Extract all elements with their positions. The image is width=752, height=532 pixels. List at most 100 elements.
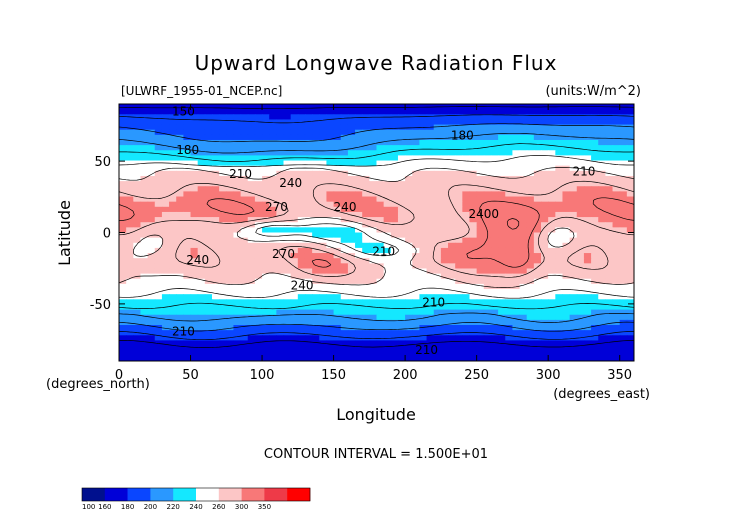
field-cell — [183, 114, 192, 121]
field-cell — [169, 355, 177, 361]
field-cell — [555, 309, 564, 316]
field-cell — [262, 247, 270, 254]
field-cell — [340, 201, 349, 208]
field-cell — [183, 268, 192, 275]
field-cell — [262, 319, 270, 326]
field-cell — [397, 319, 406, 326]
field-cell — [441, 361, 449, 367]
field-cell — [190, 253, 199, 259]
field-cell — [247, 350, 256, 357]
field-cell — [476, 109, 485, 115]
field-cell — [211, 268, 220, 275]
field-cell — [133, 247, 142, 254]
field-cell — [548, 247, 556, 254]
field-cell — [269, 175, 277, 182]
field-cell — [591, 160, 599, 167]
field-cell — [433, 160, 442, 167]
field-cell — [161, 186, 170, 192]
field-cell — [119, 335, 127, 342]
field-cell — [362, 355, 370, 361]
field-cell — [126, 186, 134, 192]
field-cell — [369, 345, 378, 352]
field-cell — [262, 232, 270, 239]
field-cell — [412, 201, 421, 208]
field-cell — [541, 309, 549, 316]
field-cell — [569, 124, 578, 131]
field-cell — [161, 175, 170, 182]
field-cell — [183, 309, 192, 316]
field-cell — [490, 340, 499, 347]
field-cell — [340, 170, 349, 177]
field-cell — [583, 345, 592, 352]
field-cell — [397, 289, 406, 295]
field-cell — [297, 294, 306, 300]
field-cell — [490, 335, 499, 342]
field-cell — [276, 283, 285, 290]
field-cell — [412, 304, 421, 311]
field-cell — [355, 299, 363, 306]
field-cell — [505, 175, 513, 182]
field-cell — [140, 196, 149, 203]
field-cell — [412, 258, 421, 264]
field-cell — [219, 319, 227, 326]
field-cell — [555, 232, 564, 239]
field-cell — [526, 340, 535, 347]
field-cell — [576, 355, 585, 361]
field-cell — [448, 201, 456, 208]
field-cell — [312, 237, 320, 244]
field-cell — [276, 139, 285, 146]
field-cell — [297, 335, 306, 342]
field-cell — [612, 340, 621, 347]
field-cell — [169, 129, 177, 136]
field-cell — [355, 247, 363, 254]
field-cell — [376, 330, 385, 336]
field-cell — [211, 278, 220, 285]
field-cell — [526, 129, 535, 136]
field-cell — [240, 196, 249, 203]
field-cell — [161, 247, 170, 254]
field-cell — [476, 150, 485, 156]
field-cell — [197, 160, 206, 167]
field-cell — [312, 325, 320, 331]
field-cell — [390, 247, 399, 254]
field-cell — [391, 361, 399, 367]
field-cell — [169, 155, 177, 162]
field-cell — [448, 319, 456, 326]
field-cell — [269, 242, 277, 249]
field-cell — [490, 145, 499, 151]
field-cell — [583, 181, 592, 187]
field-cell — [419, 319, 428, 326]
field-cell — [505, 170, 513, 177]
field-cell — [376, 211, 385, 218]
field-cell — [304, 355, 313, 361]
field-cell — [533, 114, 542, 121]
field-cell — [133, 289, 142, 295]
field-cell — [483, 217, 492, 223]
field-cell — [426, 247, 435, 254]
field-cell — [197, 294, 206, 300]
field-cell — [190, 150, 199, 156]
contour-label: 210 — [422, 296, 445, 310]
field-cell — [226, 165, 235, 172]
field-cell — [405, 361, 413, 367]
field-cell — [419, 294, 428, 300]
field-cell — [526, 186, 535, 192]
field-cell — [519, 181, 528, 187]
field-cell — [269, 104, 277, 110]
field-cell — [469, 186, 478, 192]
field-cell — [591, 258, 599, 264]
field-cell — [520, 361, 528, 367]
field-cell — [462, 150, 471, 156]
field-cell — [448, 299, 456, 306]
field-cell — [576, 289, 585, 295]
field-cell — [433, 309, 442, 316]
field-cell — [190, 237, 199, 244]
field-cell — [262, 299, 270, 306]
field-cell — [626, 139, 634, 146]
field-cell — [605, 330, 614, 336]
field-cell — [519, 330, 528, 336]
field-cell — [548, 119, 556, 126]
field-cell — [476, 350, 485, 357]
field-cell — [555, 263, 564, 270]
field-cell — [176, 237, 184, 244]
